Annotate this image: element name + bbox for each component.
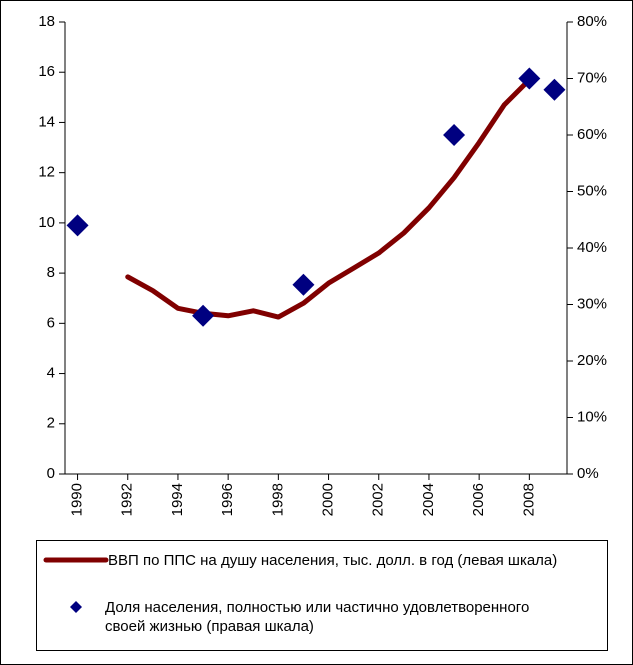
y2-tick-label: 50%: [577, 182, 607, 199]
x-tick-label: 2000: [320, 483, 337, 516]
y2-tick-label: 60%: [577, 126, 607, 143]
legend-swatch: [70, 601, 82, 613]
y-tick-label: 14: [38, 113, 55, 130]
marker: [192, 304, 215, 327]
y2-tick-label: 80%: [577, 13, 607, 30]
y-tick-label: 2: [47, 415, 55, 432]
marker: [543, 78, 566, 101]
x-tick-label: 1996: [219, 483, 236, 516]
x-tick-label: 1990: [69, 483, 86, 516]
y2-tick-label: 20%: [577, 352, 607, 369]
line: [125, 77, 532, 320]
x-tick-label: 2002: [370, 483, 387, 516]
y2-tick-label: 0%: [577, 465, 599, 482]
marker: [66, 214, 89, 237]
y-tick-label: 12: [38, 164, 55, 181]
marker: [443, 124, 466, 146]
y-tick-label: 16: [38, 63, 55, 80]
y-tick-label: 4: [47, 365, 55, 382]
y-tick-label: 18: [38, 13, 55, 30]
y2-tick-label: 10%: [577, 408, 607, 425]
legend-label: Доля населения, полностью или частично у…: [105, 599, 530, 635]
marker: [518, 67, 541, 90]
y2-tick-label: 30%: [577, 295, 607, 312]
legend-label: ВВП по ППС на душу населения, тыс. долл.…: [108, 552, 558, 569]
y-tick-label: 10: [38, 214, 55, 231]
y2-tick-label: 40%: [577, 239, 607, 256]
legend-box: [36, 540, 608, 651]
y-tick-label: 0: [47, 465, 55, 482]
x-tick-label: 1992: [119, 483, 136, 516]
x-tick-label: 1998: [269, 483, 286, 516]
x-tick-label: 2008: [520, 483, 537, 516]
x-tick-label: 2004: [420, 483, 437, 516]
marker: [292, 273, 315, 296]
x-tick-label: 2006: [470, 483, 487, 516]
y-tick-label: 8: [47, 264, 55, 281]
y-tick-label: 6: [47, 314, 55, 331]
x-tick-label: 1994: [169, 483, 186, 516]
y2-tick-label: 70%: [577, 69, 607, 86]
